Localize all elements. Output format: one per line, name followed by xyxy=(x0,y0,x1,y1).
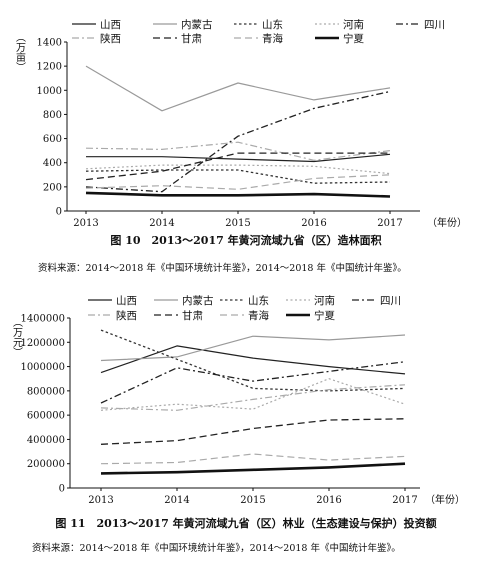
y-axis-label: （万亩） xyxy=(14,32,26,72)
series-line xyxy=(85,65,391,112)
y-tick-label: 200000 xyxy=(27,459,65,470)
series-line xyxy=(100,378,406,411)
figure-11-caption: 图 11 2013～2017 年黄河流域九省（区）林业（生态建设与保护）投资额 xyxy=(55,517,437,530)
legend-label: 山西 xyxy=(116,295,137,307)
series-line xyxy=(85,164,391,175)
legend-label: 青海 xyxy=(248,309,269,322)
figure-10-caption: 图 10 2013～2017 年黄河流域九省（区）造林面积 xyxy=(110,234,382,247)
x-tick-label: 2013 xyxy=(88,495,113,506)
y-tick-label: 0 xyxy=(59,484,65,495)
x-tick-label: 2013 xyxy=(73,218,98,229)
series-line xyxy=(100,418,406,445)
series-line xyxy=(100,345,406,375)
legend-label: 内蒙古 xyxy=(182,294,214,307)
y-tick-label: 800 xyxy=(43,110,62,121)
y-tick-label: 1200 xyxy=(37,62,62,73)
x-tick-label: 2015 xyxy=(240,495,265,506)
legend-label: 河南 xyxy=(314,294,335,307)
legend-label: 陕西 xyxy=(100,32,121,45)
legend-label: 甘肃 xyxy=(181,32,202,45)
x-tick-label: 2017 xyxy=(377,218,402,229)
legend-label: 青海 xyxy=(262,32,283,45)
y-tick-label: 400000 xyxy=(27,435,65,446)
series-line xyxy=(85,141,391,161)
x-axis-label: （年份） xyxy=(425,493,465,506)
x-tick-label: 2017 xyxy=(392,495,417,506)
figure-10-source: 资料来源：2014～2018 年《中国环境统计年鉴》，2014～2018 年《中… xyxy=(38,263,407,274)
legend-label: 河南 xyxy=(343,18,364,31)
y-tick-label: 0 xyxy=(56,207,62,218)
y-tick-label: 1400000 xyxy=(20,314,65,325)
series-line xyxy=(85,152,390,181)
legend-label: 甘肃 xyxy=(182,309,203,322)
series-line xyxy=(85,169,391,184)
figure-11-source: 资料来源：2014～2018 年《中国环境统计年鉴》，2014～2018 年《中… xyxy=(32,543,401,554)
x-tick-label: 2015 xyxy=(225,218,250,229)
x-axis-label: （年份） xyxy=(427,216,467,229)
x-tick-label: 2016 xyxy=(301,218,326,229)
legend-label: 四川 xyxy=(424,19,445,31)
y-tick-label: 800000 xyxy=(27,386,65,397)
series-line xyxy=(85,191,391,198)
series-line xyxy=(100,334,406,362)
legend-label: 陕西 xyxy=(116,309,137,322)
x-tick-label: 2016 xyxy=(316,495,341,506)
y-tick-label: 1000 xyxy=(37,86,62,97)
x-tick-label: 2014 xyxy=(149,218,174,229)
y-tick-label: 1400 xyxy=(37,38,62,49)
legend-label: 山东 xyxy=(248,294,269,307)
y-tick-label: 600 xyxy=(43,134,62,145)
series-line xyxy=(100,453,406,465)
y-tick-label: 1000000 xyxy=(20,362,65,373)
series-line xyxy=(85,90,391,193)
series-line xyxy=(100,384,406,411)
legend-label: 四川 xyxy=(380,295,401,307)
y-tick-label: 1200000 xyxy=(20,338,65,349)
y-axis-label: （万元） xyxy=(11,317,23,357)
legend-label: 宁夏 xyxy=(343,32,364,45)
series-line xyxy=(100,462,406,475)
legend-label: 山西 xyxy=(100,19,121,31)
legend-label: 内蒙古 xyxy=(181,18,213,31)
series-line xyxy=(86,153,391,163)
series-line xyxy=(85,174,391,190)
series-line xyxy=(100,361,406,404)
legend-label: 山东 xyxy=(262,18,283,31)
y-tick-label: 400 xyxy=(43,158,62,169)
y-tick-label: 200 xyxy=(43,182,62,193)
x-tick-label: 2014 xyxy=(164,495,189,506)
legend-label: 宁夏 xyxy=(314,309,335,322)
y-tick-label: 600000 xyxy=(27,411,65,422)
